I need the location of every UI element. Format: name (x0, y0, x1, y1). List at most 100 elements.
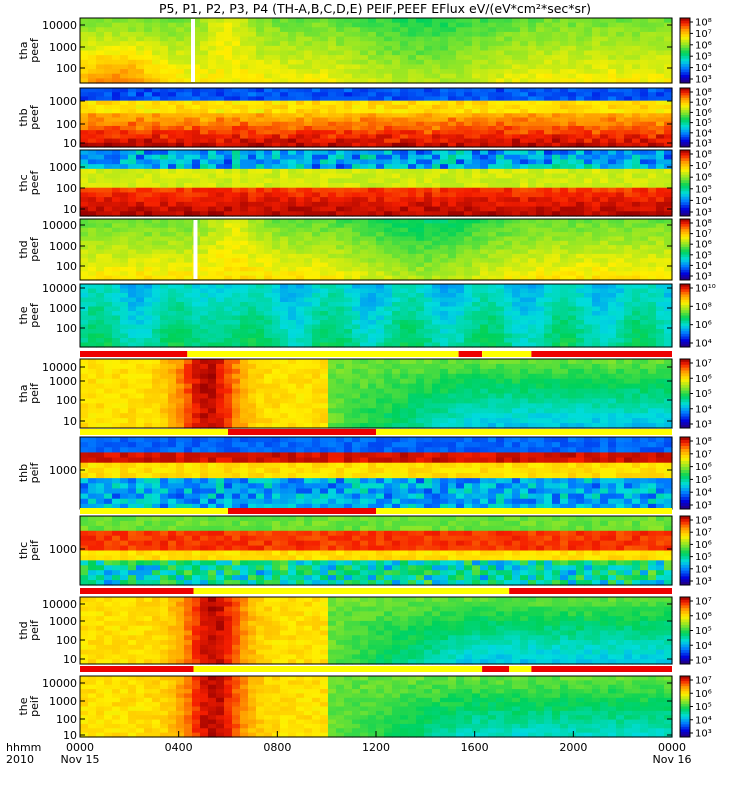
heatmap-cell (560, 173, 569, 179)
heatmap-cell (480, 240, 489, 246)
heatmap-cell (336, 117, 345, 123)
heatmap-cell (304, 45, 313, 52)
heatmap-cell (312, 297, 321, 303)
heatmap-cell (624, 22, 633, 28)
heatmap-cell (384, 134, 393, 140)
heatmap-cell (392, 338, 401, 344)
heatmap-cell (456, 197, 465, 203)
heatmap-cell (200, 130, 209, 135)
heatmap-cell (432, 227, 441, 233)
heatmap-cell (560, 271, 569, 277)
heatmap-cell (392, 223, 401, 229)
heatmap-cell (168, 262, 177, 268)
heatmap-cell (128, 113, 137, 119)
heatmap-cell (392, 187, 401, 194)
heatmap-cell (600, 22, 609, 28)
heatmap-cell (304, 219, 313, 224)
heatmap-cell (560, 27, 569, 33)
heatmap-cell (192, 59, 201, 66)
heatmap-cell (96, 154, 105, 161)
heatmap-cell (352, 104, 361, 110)
colorbar-cell (680, 229, 690, 233)
heatmap-cell (248, 64, 257, 70)
heatmap-cell (632, 197, 641, 203)
heatmap-cell (464, 223, 473, 229)
heatmap-cell (224, 275, 233, 281)
heatmap-cell (656, 227, 665, 233)
heatmap-cell (552, 183, 561, 189)
heatmap-cell (448, 249, 457, 255)
heatmap-cell (248, 27, 257, 33)
heatmap-cell (592, 125, 601, 131)
heatmap-cell (448, 130, 457, 135)
heatmap-cell (352, 41, 361, 47)
heatmap-cell (400, 117, 409, 123)
heatmap-cell (432, 245, 441, 251)
heatmap-cell (248, 142, 257, 148)
heatmap-cell (168, 342, 177, 348)
heatmap-cell (416, 342, 425, 348)
heatmap-cell (216, 36, 225, 42)
heatmap-cell (504, 201, 513, 208)
heatmap-cell (176, 311, 185, 317)
colorbar-cell (680, 161, 690, 165)
heatmap-cell (488, 92, 497, 98)
heatmap-cell (152, 125, 161, 131)
heatmap-cell (344, 183, 353, 189)
heatmap-cell (664, 138, 673, 144)
heatmap-cell (184, 266, 193, 272)
heatmap-cell (80, 240, 89, 246)
heatmap-cell (240, 64, 249, 70)
heatmap-cell (168, 100, 177, 106)
heatmap-cell (584, 236, 593, 242)
heatmap-cell (608, 227, 617, 233)
heatmap-cell (120, 159, 129, 165)
heatmap-cell (368, 41, 377, 47)
heatmap-cell (576, 73, 585, 79)
heatmap-cell (616, 227, 625, 233)
heatmap-cell (320, 236, 329, 242)
heatmap-cell (88, 223, 97, 229)
heatmap-cell (352, 159, 361, 165)
heatmap-cell (480, 100, 489, 106)
heatmap-cell (416, 45, 425, 52)
heatmap-cell (80, 78, 89, 84)
heatmap-cell (560, 31, 569, 38)
heatmap-cell (640, 113, 649, 119)
heatmap-cell (464, 164, 473, 170)
colorbar-tick-label: 10³ (695, 139, 712, 150)
heatmap-cell (120, 302, 129, 308)
heatmap-cell (352, 284, 361, 290)
colorbar-frame (679, 17, 691, 84)
heatmap-cell (184, 258, 193, 264)
heatmap-cell (616, 134, 625, 140)
heatmap-cell (152, 253, 161, 259)
heatmap-cell (384, 333, 393, 339)
heatmap-cell (392, 183, 401, 189)
heatmap-cell (544, 159, 553, 165)
heatmap-cell (608, 113, 617, 119)
heatmap-cell (248, 31, 257, 38)
heatmap-cell (400, 236, 409, 242)
heatmap-cell (384, 117, 393, 123)
heatmap-cell (168, 249, 177, 255)
heatmap-cell (440, 249, 449, 255)
heatmap-cell (192, 104, 201, 110)
heatmap-cell (408, 223, 417, 229)
heatmap-cell (464, 154, 473, 161)
heatmap-cell (208, 164, 217, 170)
heatmap-cell (160, 41, 169, 47)
heatmap-cell (568, 159, 577, 165)
heatmap-cell (416, 113, 425, 119)
heatmap-cell (264, 109, 273, 114)
heatmap-cell (208, 236, 217, 242)
heatmap-cell (600, 142, 609, 148)
heatmap-cell (232, 284, 241, 290)
heatmap-cell (184, 338, 193, 344)
heatmap-cell (112, 109, 121, 114)
heatmap-cell (384, 284, 393, 290)
heatmap-cell (640, 92, 649, 98)
heatmap-cell (400, 178, 409, 184)
